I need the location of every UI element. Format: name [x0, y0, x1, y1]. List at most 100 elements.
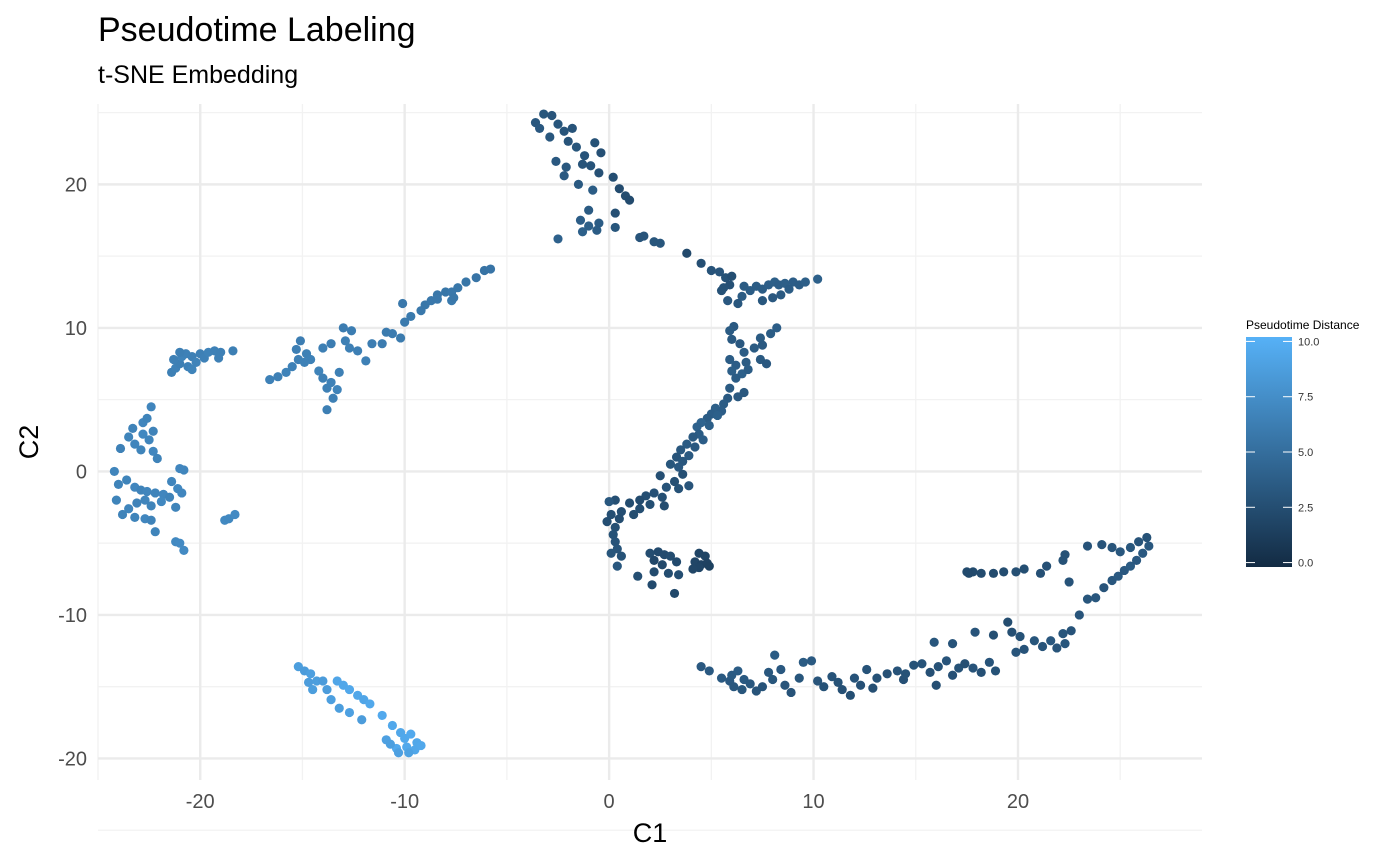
- data-point: [344, 343, 355, 353]
- data-point: [328, 393, 338, 403]
- data-point: [737, 291, 747, 301]
- x-tick-label: 20: [1007, 791, 1029, 813]
- data-point: [353, 346, 363, 356]
- data-point: [633, 571, 643, 581]
- data-point: [584, 205, 594, 215]
- data-point: [610, 522, 620, 532]
- data-point: [714, 267, 725, 277]
- data-point: [338, 323, 348, 333]
- data-point: [868, 683, 878, 693]
- data-point: [698, 435, 708, 445]
- data-point: [140, 495, 150, 505]
- data-point: [635, 504, 645, 514]
- data-point: [1113, 571, 1123, 581]
- data-point: [990, 666, 1001, 676]
- data-point: [357, 715, 367, 725]
- data-point: [308, 684, 318, 695]
- data-point: [1011, 567, 1021, 577]
- data-point: [984, 657, 994, 667]
- data-point: [553, 234, 563, 244]
- data-point: [124, 432, 134, 442]
- data-point: [684, 451, 694, 461]
- data-point: [590, 138, 600, 148]
- data-point: [629, 509, 639, 520]
- data-point: [109, 466, 119, 477]
- legend-ticks: 0.0 2.5 5.0 7.5 10.0: [1246, 336, 1319, 570]
- data-point: [696, 258, 706, 268]
- data-point: [175, 538, 185, 548]
- y-tick-label: 20: [65, 174, 87, 196]
- data-point: [725, 326, 735, 336]
- data-point: [228, 346, 238, 356]
- data-point: [649, 488, 659, 498]
- data-point: [741, 357, 751, 367]
- data-point: [571, 142, 582, 152]
- data-point: [872, 673, 882, 683]
- data-point: [128, 423, 138, 433]
- data-point: [303, 677, 314, 688]
- data-point: [800, 277, 810, 287]
- data-point: [739, 347, 749, 357]
- data-point: [1142, 532, 1152, 543]
- data-point: [776, 664, 786, 675]
- data-point: [314, 366, 324, 376]
- data-point: [735, 339, 745, 349]
- data-point: [1058, 555, 1068, 566]
- data-point: [772, 323, 782, 333]
- data-point: [367, 339, 377, 349]
- data-point: [559, 171, 569, 181]
- data-point: [733, 392, 743, 402]
- data-point: [862, 664, 872, 675]
- data-point: [676, 445, 686, 455]
- data-point: [594, 168, 604, 178]
- data-point: [1037, 641, 1048, 652]
- x-tick-label: -20: [186, 791, 215, 813]
- data-point: [813, 676, 823, 686]
- data-point: [706, 265, 716, 276]
- data-point: [387, 720, 397, 731]
- data-point: [671, 557, 682, 567]
- data-point: [813, 274, 823, 284]
- data-point: [146, 402, 156, 412]
- data-point: [344, 707, 355, 718]
- data-point: [318, 676, 328, 686]
- data-point: [130, 439, 140, 449]
- data-point: [385, 739, 395, 749]
- data-point: [148, 446, 158, 456]
- data-point: [727, 366, 737, 376]
- data-point: [727, 334, 737, 344]
- data-point: [819, 682, 829, 692]
- x-axis-title: C1: [633, 818, 668, 848]
- data-point: [573, 179, 584, 189]
- data-point: [361, 356, 371, 366]
- data-point: [665, 551, 676, 561]
- data-point: [610, 208, 620, 218]
- data-point: [1064, 577, 1074, 587]
- data-point: [177, 488, 187, 498]
- data-point: [567, 123, 577, 133]
- data-point: [171, 502, 181, 512]
- y-tick-label: 10: [65, 318, 87, 340]
- data-point: [1019, 644, 1029, 654]
- data-point: [729, 682, 739, 692]
- data-point: [148, 426, 158, 436]
- data-point: [340, 336, 350, 346]
- data-point: [563, 136, 573, 146]
- data-point: [999, 567, 1009, 577]
- data-point: [1060, 639, 1070, 649]
- data-point: [169, 354, 179, 365]
- data-point: [635, 495, 645, 505]
- data-point: [156, 496, 166, 507]
- data-point: [1125, 542, 1136, 553]
- data-point: [845, 690, 855, 700]
- data-point: [976, 568, 986, 578]
- data-point: [614, 184, 624, 194]
- data-point: [941, 656, 952, 666]
- data-point: [306, 669, 316, 679]
- data-point: [596, 148, 606, 158]
- data-point: [900, 669, 911, 679]
- data-point: [837, 684, 847, 695]
- data-point: [1091, 593, 1101, 603]
- data-point: [806, 656, 817, 666]
- data-point: [663, 568, 674, 578]
